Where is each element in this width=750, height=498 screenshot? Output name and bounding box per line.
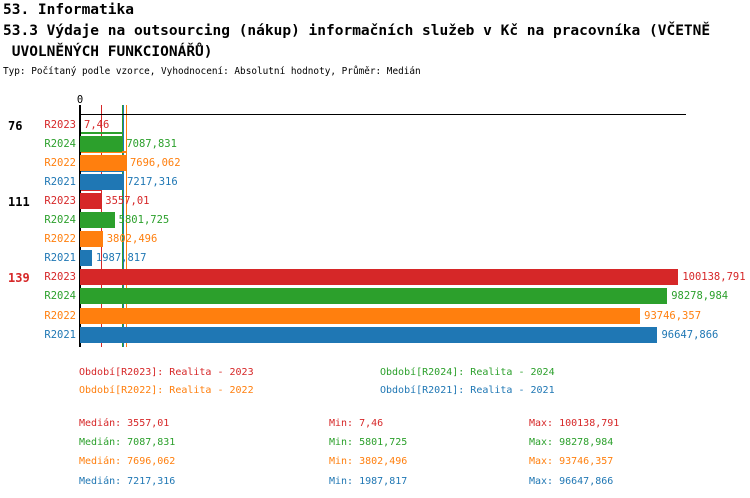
stat-max-r2024: Max: 98278,984 [529,437,614,449]
bar-value-111-r2022: 3802,496 [106,233,158,246]
stat-min-r2024: Min: 5801,725 [329,437,408,449]
bar-139-r2023 [80,269,679,286]
bar-value-76-r2024: 7087,831 [126,137,177,150]
median-cap-r2021 [80,169,124,172]
median-cap-r2024 [80,131,123,134]
bar-value-139-r2024: 98278,984 [671,290,729,303]
series-label-r2022: R2022 [44,156,76,169]
series-label-r2021: R2021 [44,328,76,341]
stat-min-r2022: Min: 3802,496 [329,456,408,468]
bar-value-139-r2022: 93746,357 [644,309,702,322]
series-label-r2021: R2021 [44,252,76,265]
median-cap-r2023 [80,188,102,191]
median-line-r2024 [122,105,124,347]
bar-76-r2021 [80,173,124,190]
series-label-r2024: R2024 [44,137,76,150]
bar-111-r2021 [80,250,92,267]
series-label-r2023: R2023 [44,194,76,207]
stat-median-r2022: Medián: 7696,062 [79,456,176,468]
x-axis-line [79,114,686,115]
median-line-r2021 [123,105,125,347]
bar-139-r2022 [80,307,641,324]
x-axis-origin-tick-label: 0 [76,94,84,106]
series-label-r2021: R2021 [44,175,76,188]
group-label-76: 76 [8,118,23,133]
bar-value-76-r2023: 7,46 [84,118,110,131]
median-line-r2022 [125,105,127,347]
series-label-r2022: R2022 [44,309,76,322]
group-label-111: 111 [8,194,30,209]
report-title: 53. Informatika [3,2,134,18]
stat-median-r2021: Medián: 7217,316 [79,475,176,487]
series-label-r2023: R2023 [44,271,76,284]
stat-max-r2021: Max: 96647,866 [529,475,614,487]
bar-value-111-r2021: 1987,817 [95,252,147,265]
indicator-title-line2: UVOLNĚNÝCH FUNKCIONÁŘŮ) [3,44,213,60]
bar-139-r2021 [80,326,658,343]
group-label-139: 139 [8,271,30,286]
legend-item-r2022: Období[R2022]: Realita - 2022 [79,385,254,396]
bar-value-76-r2022: 7696,062 [129,156,181,169]
legend-item-r2024: Období[R2024]: Realita - 2024 [380,367,555,378]
legend-item-r2021: Období[R2021]: Realita - 2021 [380,385,555,396]
stat-max-r2023: Max: 100138,791 [529,418,620,429]
bar-value-111-r2024: 5801,725 [118,214,170,226]
bar-76-r2024 [80,135,123,152]
stat-min-r2023: Min: 7,46 [329,418,384,429]
series-label-r2024: R2024 [44,214,76,226]
legend-item-r2023: Období[R2023]: Realita - 2023 [79,367,254,378]
chart-meta-line: Typ: Počítaný podle vzorce, Vyhodnocení:… [3,66,421,77]
bar-value-76-r2021: 7217,316 [127,175,178,188]
bar-value-139-r2023: 100138,791 [682,271,746,284]
bar-value-139-r2021: 96647,866 [661,328,719,341]
stat-min-r2021: Min: 1987,817 [329,475,408,487]
series-label-r2024: R2024 [44,290,76,303]
bar-76-r2022 [80,154,126,171]
median-cap-r2022 [80,150,126,153]
bar-111-r2023 [80,192,102,209]
bar-111-r2024 [80,212,115,228]
bar-111-r2022 [80,231,103,248]
stat-max-r2022: Max: 93746,357 [529,456,614,468]
stat-median-r2023: Medián: 3557,01 [79,418,170,429]
indicator-title-line1: 53.3 Výdaje na outsourcing (nákup) infor… [3,23,711,39]
bar-139-r2024 [80,288,668,305]
stat-median-r2024: Medián: 7087,831 [79,437,176,449]
bar-value-111-r2023: 3557,01 [105,194,150,207]
series-label-r2023: R2023 [44,118,76,131]
series-label-r2022: R2022 [44,233,76,246]
